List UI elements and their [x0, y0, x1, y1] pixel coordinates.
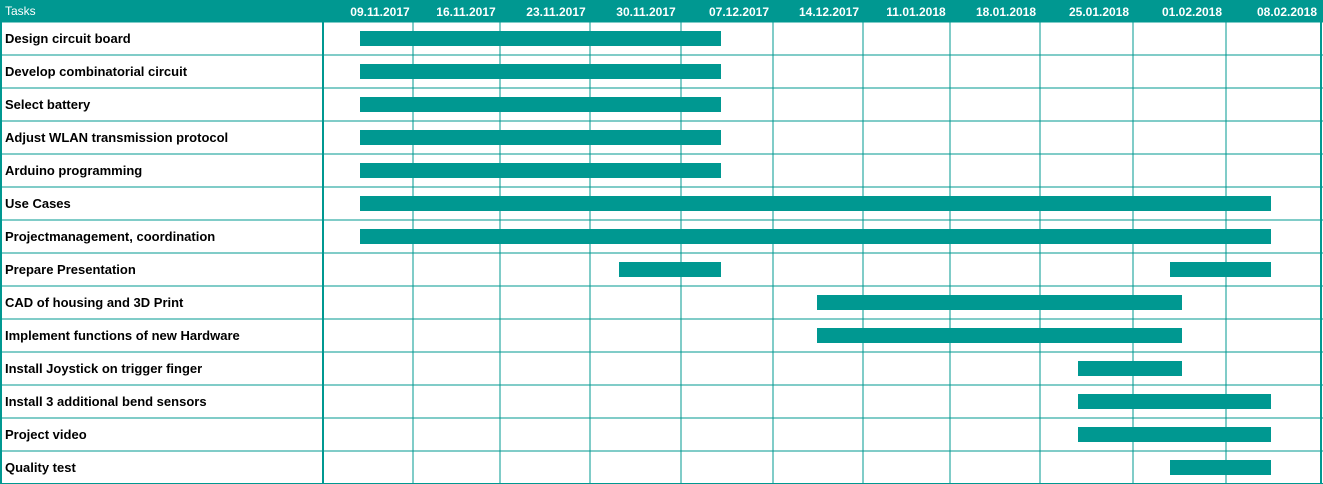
task-bar — [1078, 427, 1271, 442]
task-label: CAD of housing and 3D Print — [5, 295, 184, 310]
header-date-label: 18.01.2018 — [976, 5, 1036, 19]
task-bar — [360, 196, 1271, 211]
header-date-label: 08.02.2018 — [1257, 5, 1317, 19]
task-bar — [817, 328, 1182, 343]
task-bar — [360, 130, 721, 145]
task-bar — [360, 31, 721, 46]
task-label: Develop combinatorial circuit — [5, 64, 188, 79]
task-bar — [360, 64, 721, 79]
task-label: Prepare Presentation — [5, 262, 136, 277]
task-label: Install 3 additional bend sensors — [5, 394, 207, 409]
task-label: Implement functions of new Hardware — [5, 328, 240, 343]
task-bar — [360, 163, 721, 178]
header-date-label: 16.11.2017 — [436, 5, 496, 19]
header-date-label: 25.01.2018 — [1069, 5, 1129, 19]
header-date-label: 01.02.2018 — [1162, 5, 1222, 19]
header-row: Tasks 09.11.2017 16.11.2017 23.11.2017 30.1… — [0, 0, 1323, 22]
task-bar — [817, 295, 1182, 310]
task-bar — [1170, 460, 1271, 475]
header-date-label: 30.11.2017 — [616, 5, 676, 19]
task-label: Use Cases — [5, 196, 71, 211]
header-date-label: 09.11.2017 — [350, 5, 410, 19]
task-bars — [360, 31, 1271, 475]
task-label: Design circuit board — [5, 31, 131, 46]
header-tasks-label: Tasks — [5, 4, 36, 18]
task-label: Projectmanagement, coordination — [5, 229, 215, 244]
task-label: Adjust WLAN transmission protocol — [5, 130, 228, 145]
task-label: Install Joystick on trigger finger — [5, 361, 202, 376]
task-bar — [360, 97, 721, 112]
task-bar — [360, 229, 1271, 244]
header-date-label: 14.12.2017 — [799, 5, 859, 19]
task-label: Select battery — [5, 97, 91, 112]
task-labels: Design circuit board Develop combinatoria… — [5, 31, 240, 475]
task-bar — [1170, 262, 1271, 277]
header-background — [0, 0, 1323, 22]
header-date-label: 23.11.2017 — [526, 5, 586, 19]
task-bar — [1078, 394, 1271, 409]
header-date-label: 11.01.2018 — [886, 5, 946, 19]
task-bar — [1078, 361, 1182, 376]
header-date-label: 07.12.2017 — [709, 5, 769, 19]
task-label: Quality test — [5, 460, 76, 475]
task-label: Project video — [5, 427, 87, 442]
task-label: Arduino programming — [5, 163, 142, 178]
task-bar — [619, 262, 721, 277]
